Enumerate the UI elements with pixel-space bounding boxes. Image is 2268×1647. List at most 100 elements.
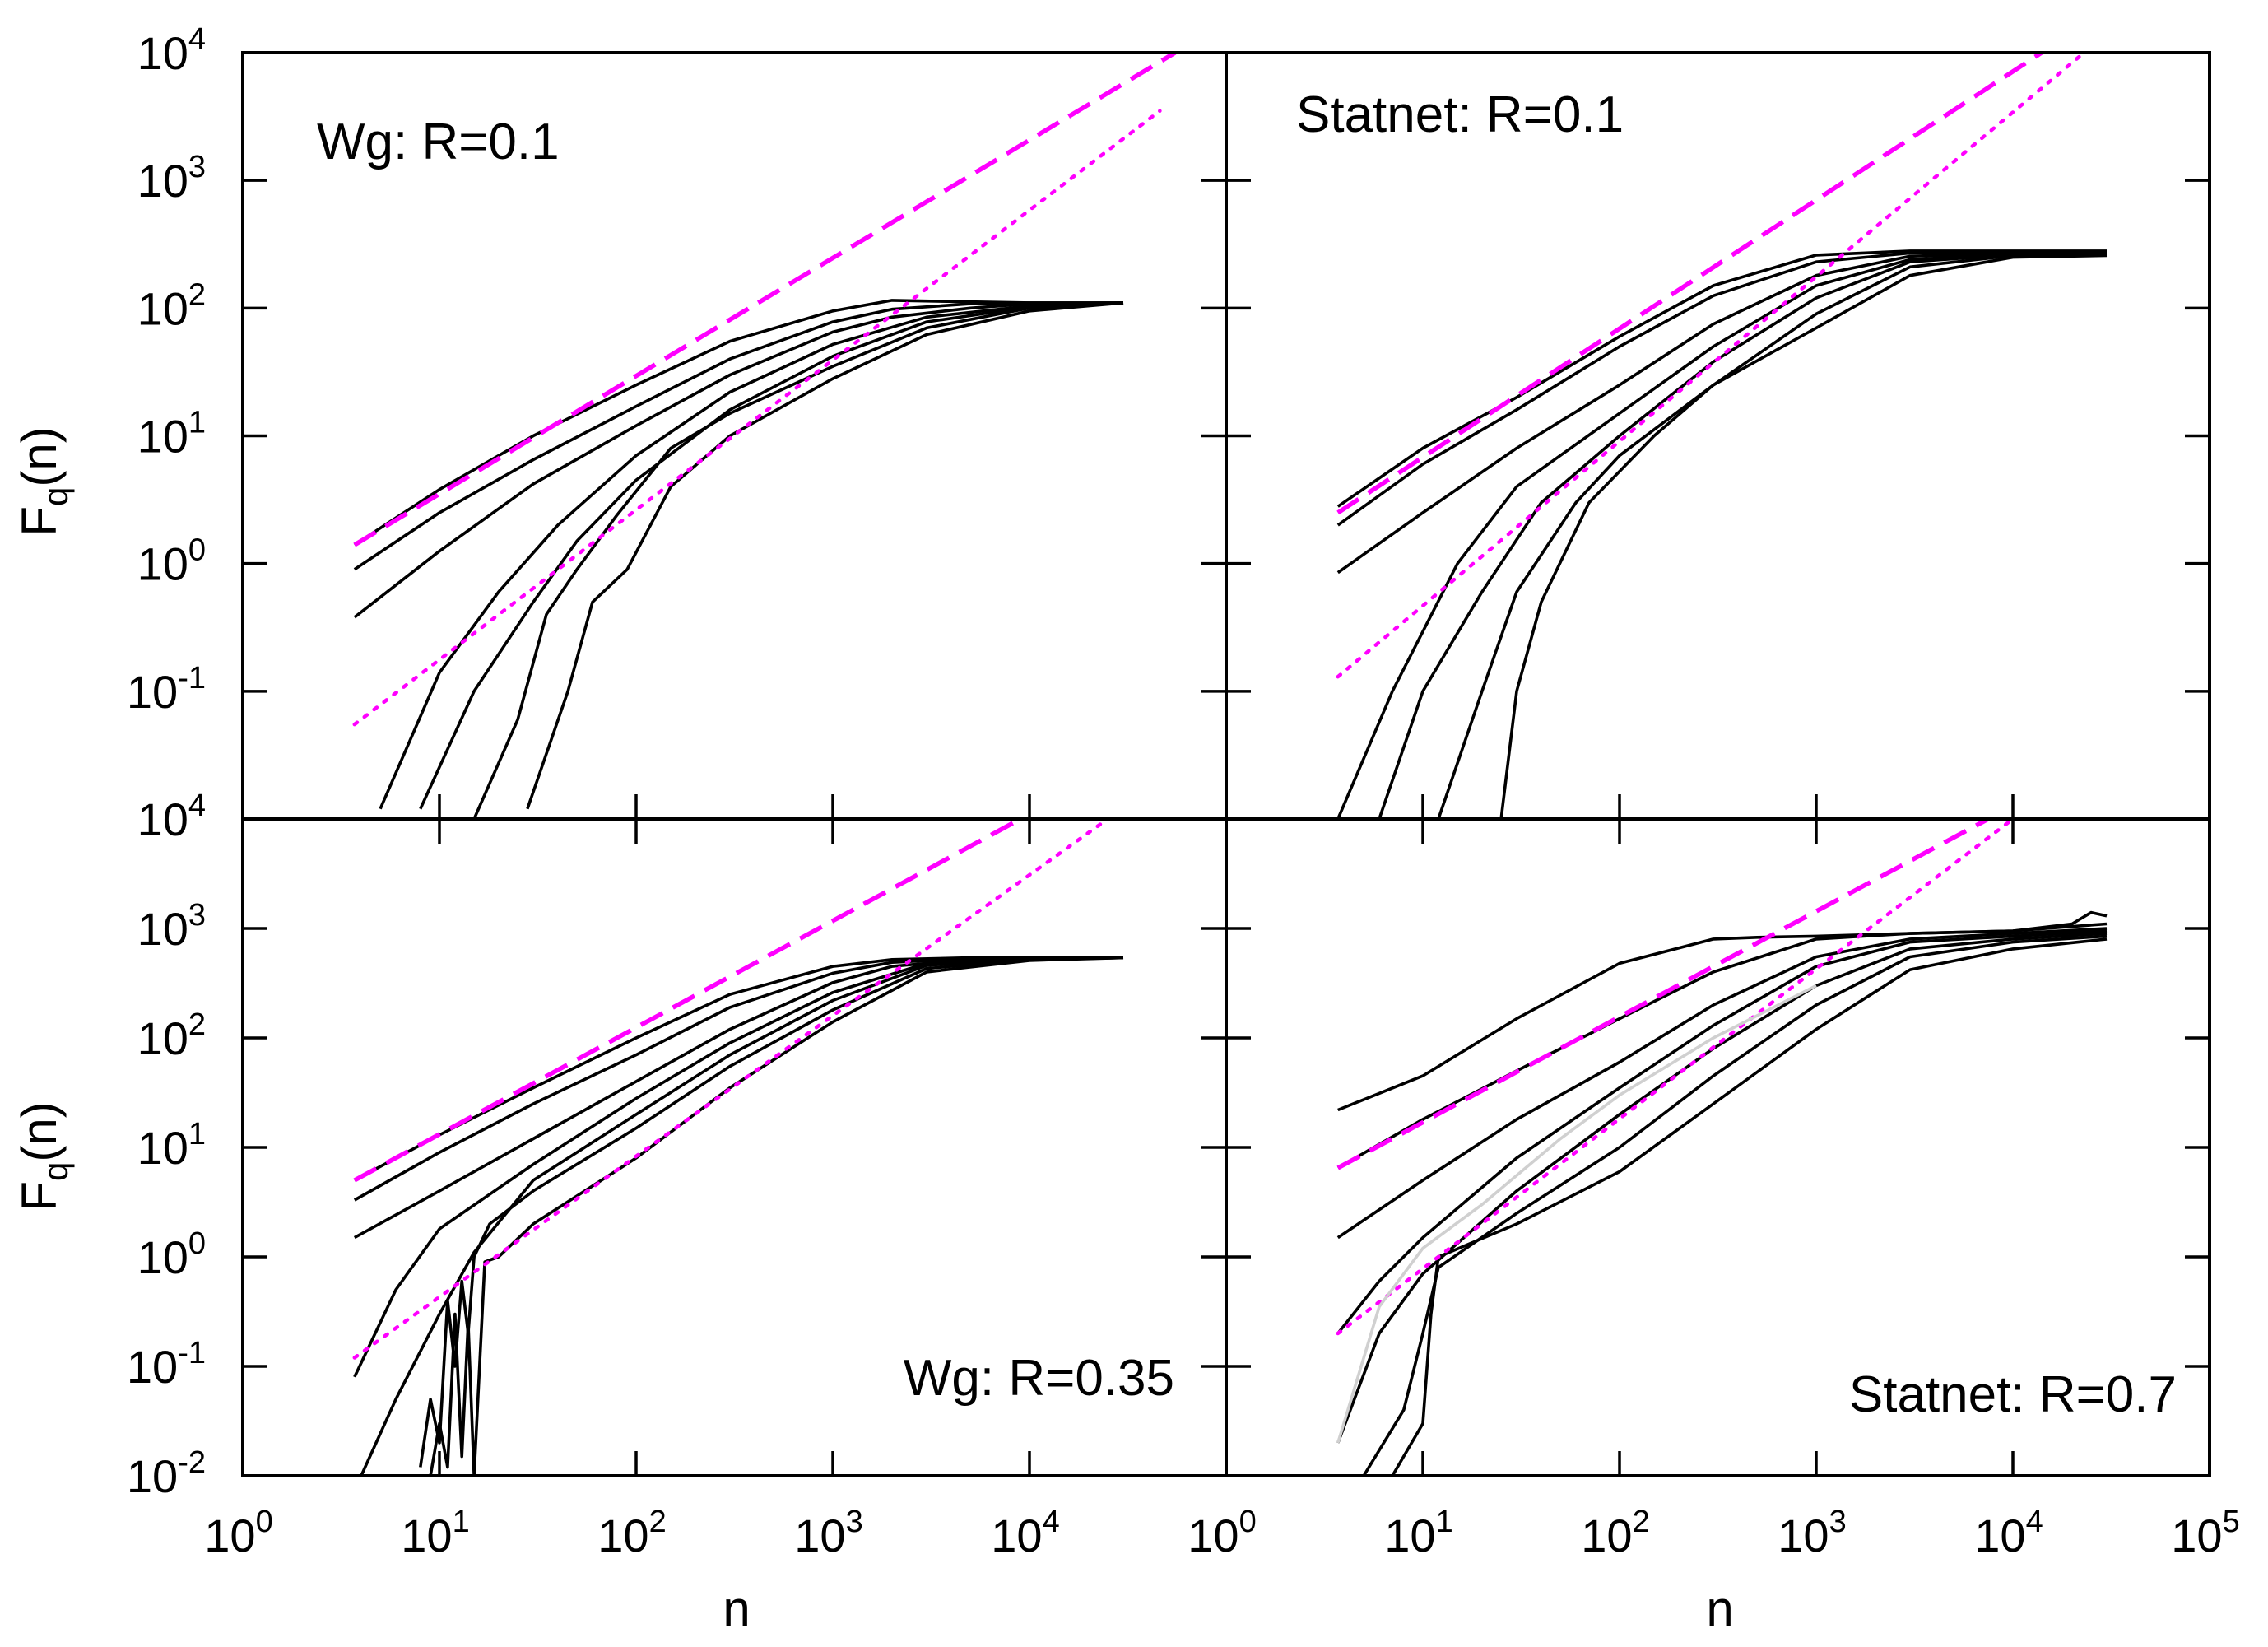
tick-exponent: 2: [188, 1007, 206, 1042]
series-fit-dashed: [1336, 819, 1990, 1170]
x-axis-label-right: n: [1706, 1581, 1733, 1636]
x-tick-label: 102: [597, 1505, 666, 1561]
series-curve-6: [472, 301, 1124, 819]
tick-exponent: 0: [1239, 1505, 1257, 1539]
y-axis-sub: q: [36, 487, 75, 506]
series-curve-6: [1437, 254, 2108, 819]
series-fit-dotted: [1336, 819, 2015, 1336]
series-fit-dotted: [352, 109, 1162, 727]
tick-exponent: 1: [188, 1117, 206, 1152]
tick-exponent: 3: [188, 150, 206, 184]
tick-base: 10: [794, 1510, 845, 1561]
y-axis-label-bottom: Fq(n): [12, 1101, 75, 1211]
y-tick-label-bottom: 10-1: [127, 1336, 206, 1393]
tick-base: 10: [1187, 1510, 1239, 1561]
panel-statnet-r01: Statnet: R=0.1: [1296, 53, 2108, 819]
tick-base: 10: [137, 155, 188, 207]
tick-exponent: 1: [1436, 1505, 1453, 1539]
tick-base: 10: [137, 538, 188, 590]
tick-exponent: 2: [649, 1505, 667, 1539]
series-curve-5: [360, 956, 1124, 1476]
series-curve-7: [1499, 254, 2108, 819]
tick-base: 10: [204, 1510, 255, 1561]
tick-exponent: -1: [178, 1336, 206, 1370]
x-tick-label: 100: [204, 1505, 272, 1561]
series-curve-7: [1391, 937, 2108, 1476]
series-curve-2: [353, 301, 1123, 571]
y-tick-label-bottom: 102: [137, 1007, 206, 1064]
tick-base: 10: [2171, 1510, 2222, 1561]
panel-wg-r01: Wg: R=0.1: [317, 53, 1177, 819]
tick-base: 10: [1581, 1510, 1632, 1561]
series-curve-7: [429, 956, 1124, 1476]
y-tick-label-top: 102: [137, 277, 206, 334]
y-tick-label-top: 104: [137, 22, 206, 79]
tick-exponent: 4: [2026, 1505, 2043, 1539]
y-axis-main: F: [12, 1181, 67, 1212]
tick-base: 10: [137, 282, 188, 334]
tick-exponent: 3: [188, 898, 206, 933]
y-axis-tail: (n): [12, 426, 67, 486]
panel-title: Statnet: R=0.1: [1296, 86, 1624, 143]
panel-wg-r035: Wg: R=0.35: [352, 819, 1174, 1476]
tick-exponent: 4: [1043, 1505, 1060, 1539]
tick-base: 10: [1974, 1510, 2025, 1561]
series-fit-dashed: [353, 819, 1022, 1183]
series-curve-6: [419, 956, 1124, 1468]
y-tick-label-bottom: 103: [137, 898, 206, 955]
x-tick-label: 100: [1187, 1505, 1256, 1561]
y-tick-label-bottom: 100: [137, 1226, 206, 1283]
tick-base: 10: [137, 1012, 188, 1064]
series-fit-dashed: [353, 53, 1177, 547]
plot-area: [352, 819, 1124, 1476]
series-curve-7: [526, 301, 1124, 810]
plot-area: [1336, 819, 2108, 1476]
axes-layer: 100 101 102 103 104 100 101 102 103 104 1051041031…: [127, 22, 2240, 1561]
tick-base: 10: [127, 1341, 178, 1393]
tick-base: 10: [137, 27, 188, 79]
series-fit-dotted: [1336, 53, 2086, 679]
tick-exponent: 0: [188, 533, 206, 568]
series-curve-3: [353, 956, 1124, 1240]
y-axis-main: F: [12, 506, 67, 537]
y-tick-label-top: 10-1: [127, 661, 206, 718]
tick-base: 10: [597, 1510, 648, 1561]
x-tick-label: 101: [401, 1505, 469, 1561]
x-axis-label-left: n: [723, 1581, 750, 1636]
series-curve-4: [379, 301, 1124, 810]
tick-base: 10: [137, 411, 188, 463]
panel-statnet-r07: Statnet: R=0.7: [1336, 819, 2177, 1476]
series-curve-1: [353, 299, 1123, 547]
y-tick-label-bottom: 104: [137, 789, 206, 845]
tick-base: 10: [137, 1122, 188, 1174]
tick-exponent: 1: [453, 1505, 470, 1539]
series-curve-1: [1337, 910, 2108, 1112]
tick-exponent: 0: [256, 1505, 273, 1539]
panel-title: Wg: R=0.1: [317, 114, 560, 170]
tick-base: 10: [401, 1510, 452, 1561]
series-fit-dashed: [1336, 53, 2043, 515]
tick-exponent: 5: [2223, 1505, 2240, 1539]
x-tick-label: 104: [991, 1505, 1059, 1561]
series-curve-5: [1336, 932, 2108, 1444]
y-axis-tail: (n): [12, 1101, 67, 1161]
series-curve-3: [1336, 251, 2107, 575]
tick-exponent: 2: [1633, 1505, 1650, 1539]
x-tick-label: 105: [2171, 1505, 2239, 1561]
tick-base: 10: [1384, 1510, 1435, 1561]
tick-exponent: 2: [188, 277, 206, 312]
series-curve-3: [353, 301, 1124, 619]
y-tick-label-bottom: 101: [137, 1117, 206, 1174]
series-curve-5: [419, 301, 1124, 810]
tick-exponent: 3: [1829, 1505, 1847, 1539]
panel-title: Statnet: R=0.7: [1849, 1366, 2177, 1423]
tick-exponent: 1: [188, 406, 206, 440]
tick-base: 10: [127, 1450, 178, 1502]
x-tick-label: 103: [1778, 1505, 1846, 1561]
tick-base: 10: [137, 903, 188, 955]
tick-base: 10: [137, 1231, 188, 1283]
y-tick-label-top: 100: [137, 533, 206, 590]
series-curve-4: [1336, 929, 2108, 1335]
x-tick-label: 104: [1974, 1505, 2043, 1561]
